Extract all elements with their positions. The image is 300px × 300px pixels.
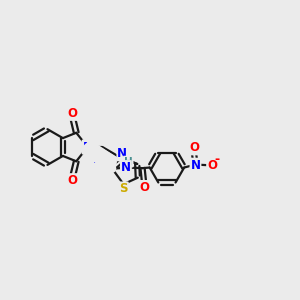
Text: -: -: [214, 153, 219, 166]
Text: O: O: [207, 159, 217, 172]
Text: O: O: [68, 107, 78, 120]
Text: O: O: [189, 141, 199, 154]
Text: H: H: [124, 157, 133, 166]
Text: O: O: [139, 181, 149, 194]
Text: N: N: [117, 147, 127, 161]
Text: H: H: [94, 149, 103, 160]
Text: O: O: [68, 174, 78, 187]
Text: N: N: [82, 140, 93, 154]
Text: N: N: [190, 159, 200, 172]
Text: S: S: [119, 182, 128, 195]
Text: N: N: [93, 153, 103, 166]
Text: N: N: [121, 161, 131, 174]
